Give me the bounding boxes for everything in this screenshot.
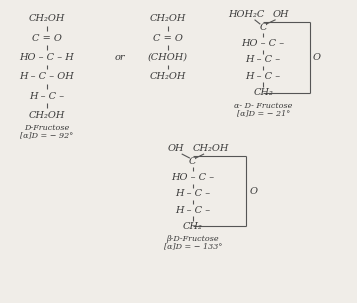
Text: H – C –: H – C – xyxy=(175,205,210,215)
Text: CH₂: CH₂ xyxy=(183,222,203,231)
Text: O: O xyxy=(249,187,257,195)
Text: OH: OH xyxy=(273,10,289,19)
Text: (CHOH): (CHOH) xyxy=(148,53,188,62)
Text: H – C –: H – C – xyxy=(29,92,65,101)
Text: C = O: C = O xyxy=(32,34,62,43)
Text: HOH₂C: HOH₂C xyxy=(228,10,265,19)
Text: [α]D = − 133°: [α]D = − 133° xyxy=(164,242,222,250)
Text: or: or xyxy=(115,53,125,62)
Text: CH₂OH: CH₂OH xyxy=(29,111,65,120)
Text: CH₂OH: CH₂OH xyxy=(29,14,65,23)
Text: H – C –: H – C – xyxy=(246,72,281,81)
Text: C = O: C = O xyxy=(153,34,183,43)
Text: OH: OH xyxy=(168,144,185,153)
Text: CH₂OH: CH₂OH xyxy=(193,144,230,153)
Text: C: C xyxy=(189,157,196,166)
Text: CH₂: CH₂ xyxy=(253,88,273,97)
Text: O: O xyxy=(312,53,321,62)
Text: D-Fructose: D-Fructose xyxy=(24,124,70,132)
Text: H – C –: H – C – xyxy=(175,189,210,198)
Text: H – C –: H – C – xyxy=(246,55,281,64)
Text: α- D- Fructose: α- D- Fructose xyxy=(234,102,292,110)
Text: [α]D = − 92°: [α]D = − 92° xyxy=(20,131,74,139)
Text: HO – C –: HO – C – xyxy=(171,173,214,182)
Text: [α]D = − 21°: [α]D = − 21° xyxy=(236,109,290,118)
Text: HO – C – H: HO – C – H xyxy=(20,53,74,62)
Text: CH₂OH: CH₂OH xyxy=(150,72,186,81)
Text: C: C xyxy=(260,23,267,32)
Text: H – C – OH: H – C – OH xyxy=(20,72,74,81)
Text: CH₂OH: CH₂OH xyxy=(150,14,186,23)
Text: β-D-Fructose: β-D-Fructose xyxy=(166,235,219,243)
Text: HO – C –: HO – C – xyxy=(242,39,285,48)
